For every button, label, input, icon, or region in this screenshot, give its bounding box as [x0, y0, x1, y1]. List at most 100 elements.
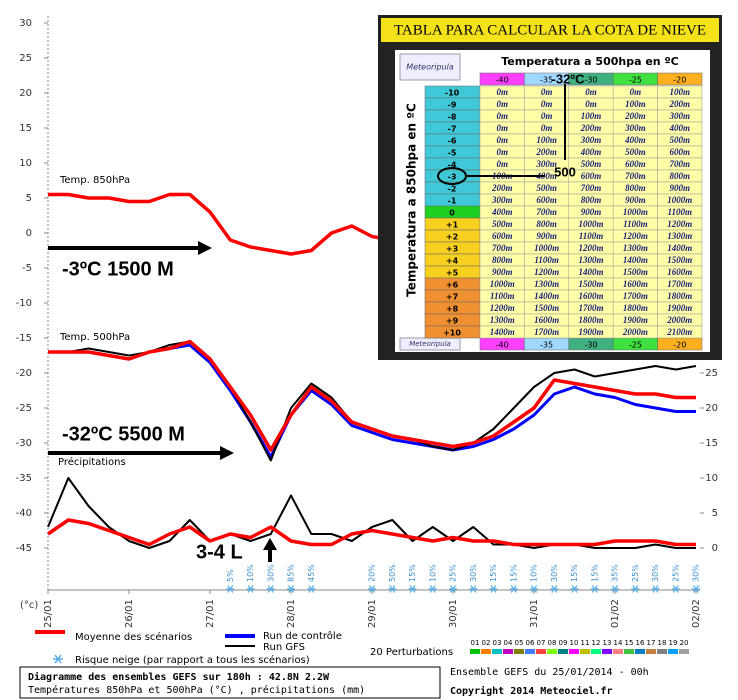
snow-table: TABLA PARA CALCULAR LA COTA DE NIEVE Met… [378, 15, 722, 360]
cell: 1000m [623, 207, 648, 217]
cell: 800m [581, 195, 602, 205]
cell: 600m [581, 171, 602, 181]
snow-risk-label: 30% [550, 564, 559, 582]
column-header: -40 [496, 76, 509, 85]
snow-icon-stroke [308, 585, 315, 593]
perturbation-number: 03 [493, 639, 502, 647]
column-header: -35 [540, 76, 553, 85]
perturbation-swatch [602, 649, 612, 654]
y-tick-label: -35 [16, 473, 32, 484]
snow-icon-stroke [227, 585, 234, 593]
cell: 1400m [490, 327, 515, 337]
snow-risk-label: 5% [226, 569, 235, 582]
y2-tick-label: 10 [705, 473, 718, 484]
y-tick-label: 5 [26, 193, 32, 204]
y-tick-label: -40 [16, 508, 32, 519]
perturbation-swatch [591, 649, 601, 654]
cell: 800m [536, 219, 557, 229]
cell: 1600m [667, 267, 692, 277]
y-tick-label: -45 [16, 543, 32, 554]
cell: 1300m [534, 279, 559, 289]
cell: 500m [536, 183, 557, 193]
cell: 200m [669, 99, 691, 109]
y-tick-label: -20 [16, 368, 32, 379]
row-label: +8 [446, 305, 459, 314]
row-label: +9 [446, 317, 459, 326]
column-header: -30 [584, 341, 597, 350]
y-tick-label: 25 [19, 53, 32, 64]
y-tick-label: -15 [16, 333, 32, 344]
cell: 200m [491, 183, 513, 193]
perturbation-number: 20 [680, 639, 689, 647]
perturbation-number: 11 [581, 639, 590, 647]
cell-bg [657, 325, 703, 339]
snow-icon [692, 585, 700, 593]
row-label: +6 [446, 281, 459, 290]
snow-risk-label: 15% [489, 564, 498, 582]
snow-icon [631, 585, 640, 593]
cell: 1800m [623, 303, 648, 313]
snow-risk-label: 30% [266, 564, 275, 582]
snow-icon-stroke [692, 585, 700, 593]
x-tick-label: 25/01 [43, 599, 54, 628]
y2-tick-label: 20 [705, 403, 718, 414]
logo [399, 53, 461, 81]
cell: 0m [541, 111, 553, 121]
snow-icon [428, 585, 437, 593]
legend-label: Risque neige (par rapport a tous les scé… [75, 654, 310, 666]
snow-icon-stroke [652, 585, 659, 593]
cell: 1100m [490, 291, 515, 301]
snow-risk-label: 25% [631, 564, 640, 582]
cell: 1500m [623, 267, 648, 277]
y-tick-label: -5 [22, 263, 32, 274]
cell: 500m [670, 135, 691, 145]
cell: 1600m [534, 315, 559, 325]
perturbation-swatch [624, 649, 634, 654]
row-label: 0 [449, 209, 455, 218]
y-tick-label: 10 [19, 158, 32, 169]
cell: 1400m [623, 255, 648, 265]
perturbation-number: 16 [636, 639, 645, 647]
column-header: -25 [629, 76, 642, 85]
cell: 100m [581, 111, 602, 121]
cell: 700m [625, 171, 646, 181]
cell: 1300m [490, 315, 515, 325]
snow-icon [469, 585, 478, 593]
column-header: -25 [629, 341, 642, 350]
cell: 2000m [622, 327, 648, 337]
footer-box [19, 666, 441, 699]
cell: 1900m [667, 303, 692, 313]
snow-icon [489, 585, 498, 593]
cell: 0m [496, 135, 508, 145]
snow-icon-stroke [429, 585, 436, 593]
x-tick-label: 29/01 [367, 599, 378, 628]
snow-icon [671, 585, 680, 593]
panel-label: Temp. 500hPa [59, 332, 130, 343]
perturbation-number: 01 [471, 639, 480, 647]
snow-risk-label: 30% [469, 564, 478, 582]
table-mark: -32ºC [552, 71, 586, 86]
perturbation-swatch [558, 649, 568, 654]
cell: 300m [624, 123, 646, 133]
arrow-head [263, 538, 277, 550]
cell: 200m [624, 111, 646, 121]
snow-icon [570, 585, 579, 593]
perturbation-swatch [514, 649, 524, 654]
row-label: -2 [448, 185, 457, 194]
x-tick-label: 28/01 [286, 599, 297, 628]
perturbation-number: 12 [592, 639, 601, 647]
cell: 1900m [623, 315, 648, 325]
logo-text: Meteoripula [409, 340, 451, 348]
cell: 1700m [623, 291, 648, 301]
y-tick-label: 20 [19, 88, 32, 99]
cell: 0m [496, 111, 508, 121]
cell: 1200m [490, 303, 515, 313]
cell: 500m [492, 219, 513, 229]
cell: 1100m [534, 255, 559, 265]
cell: 1500m [578, 279, 603, 289]
footer-copyright: Copyright 2014 Meteociel.fr [450, 685, 613, 697]
cell: 800m [670, 171, 691, 181]
cell: 2100m [666, 327, 692, 337]
plot: 302520151050-5-10-15-20-25-30-35-40-4525… [16, 18, 718, 628]
snow-icon-stroke [449, 585, 457, 593]
